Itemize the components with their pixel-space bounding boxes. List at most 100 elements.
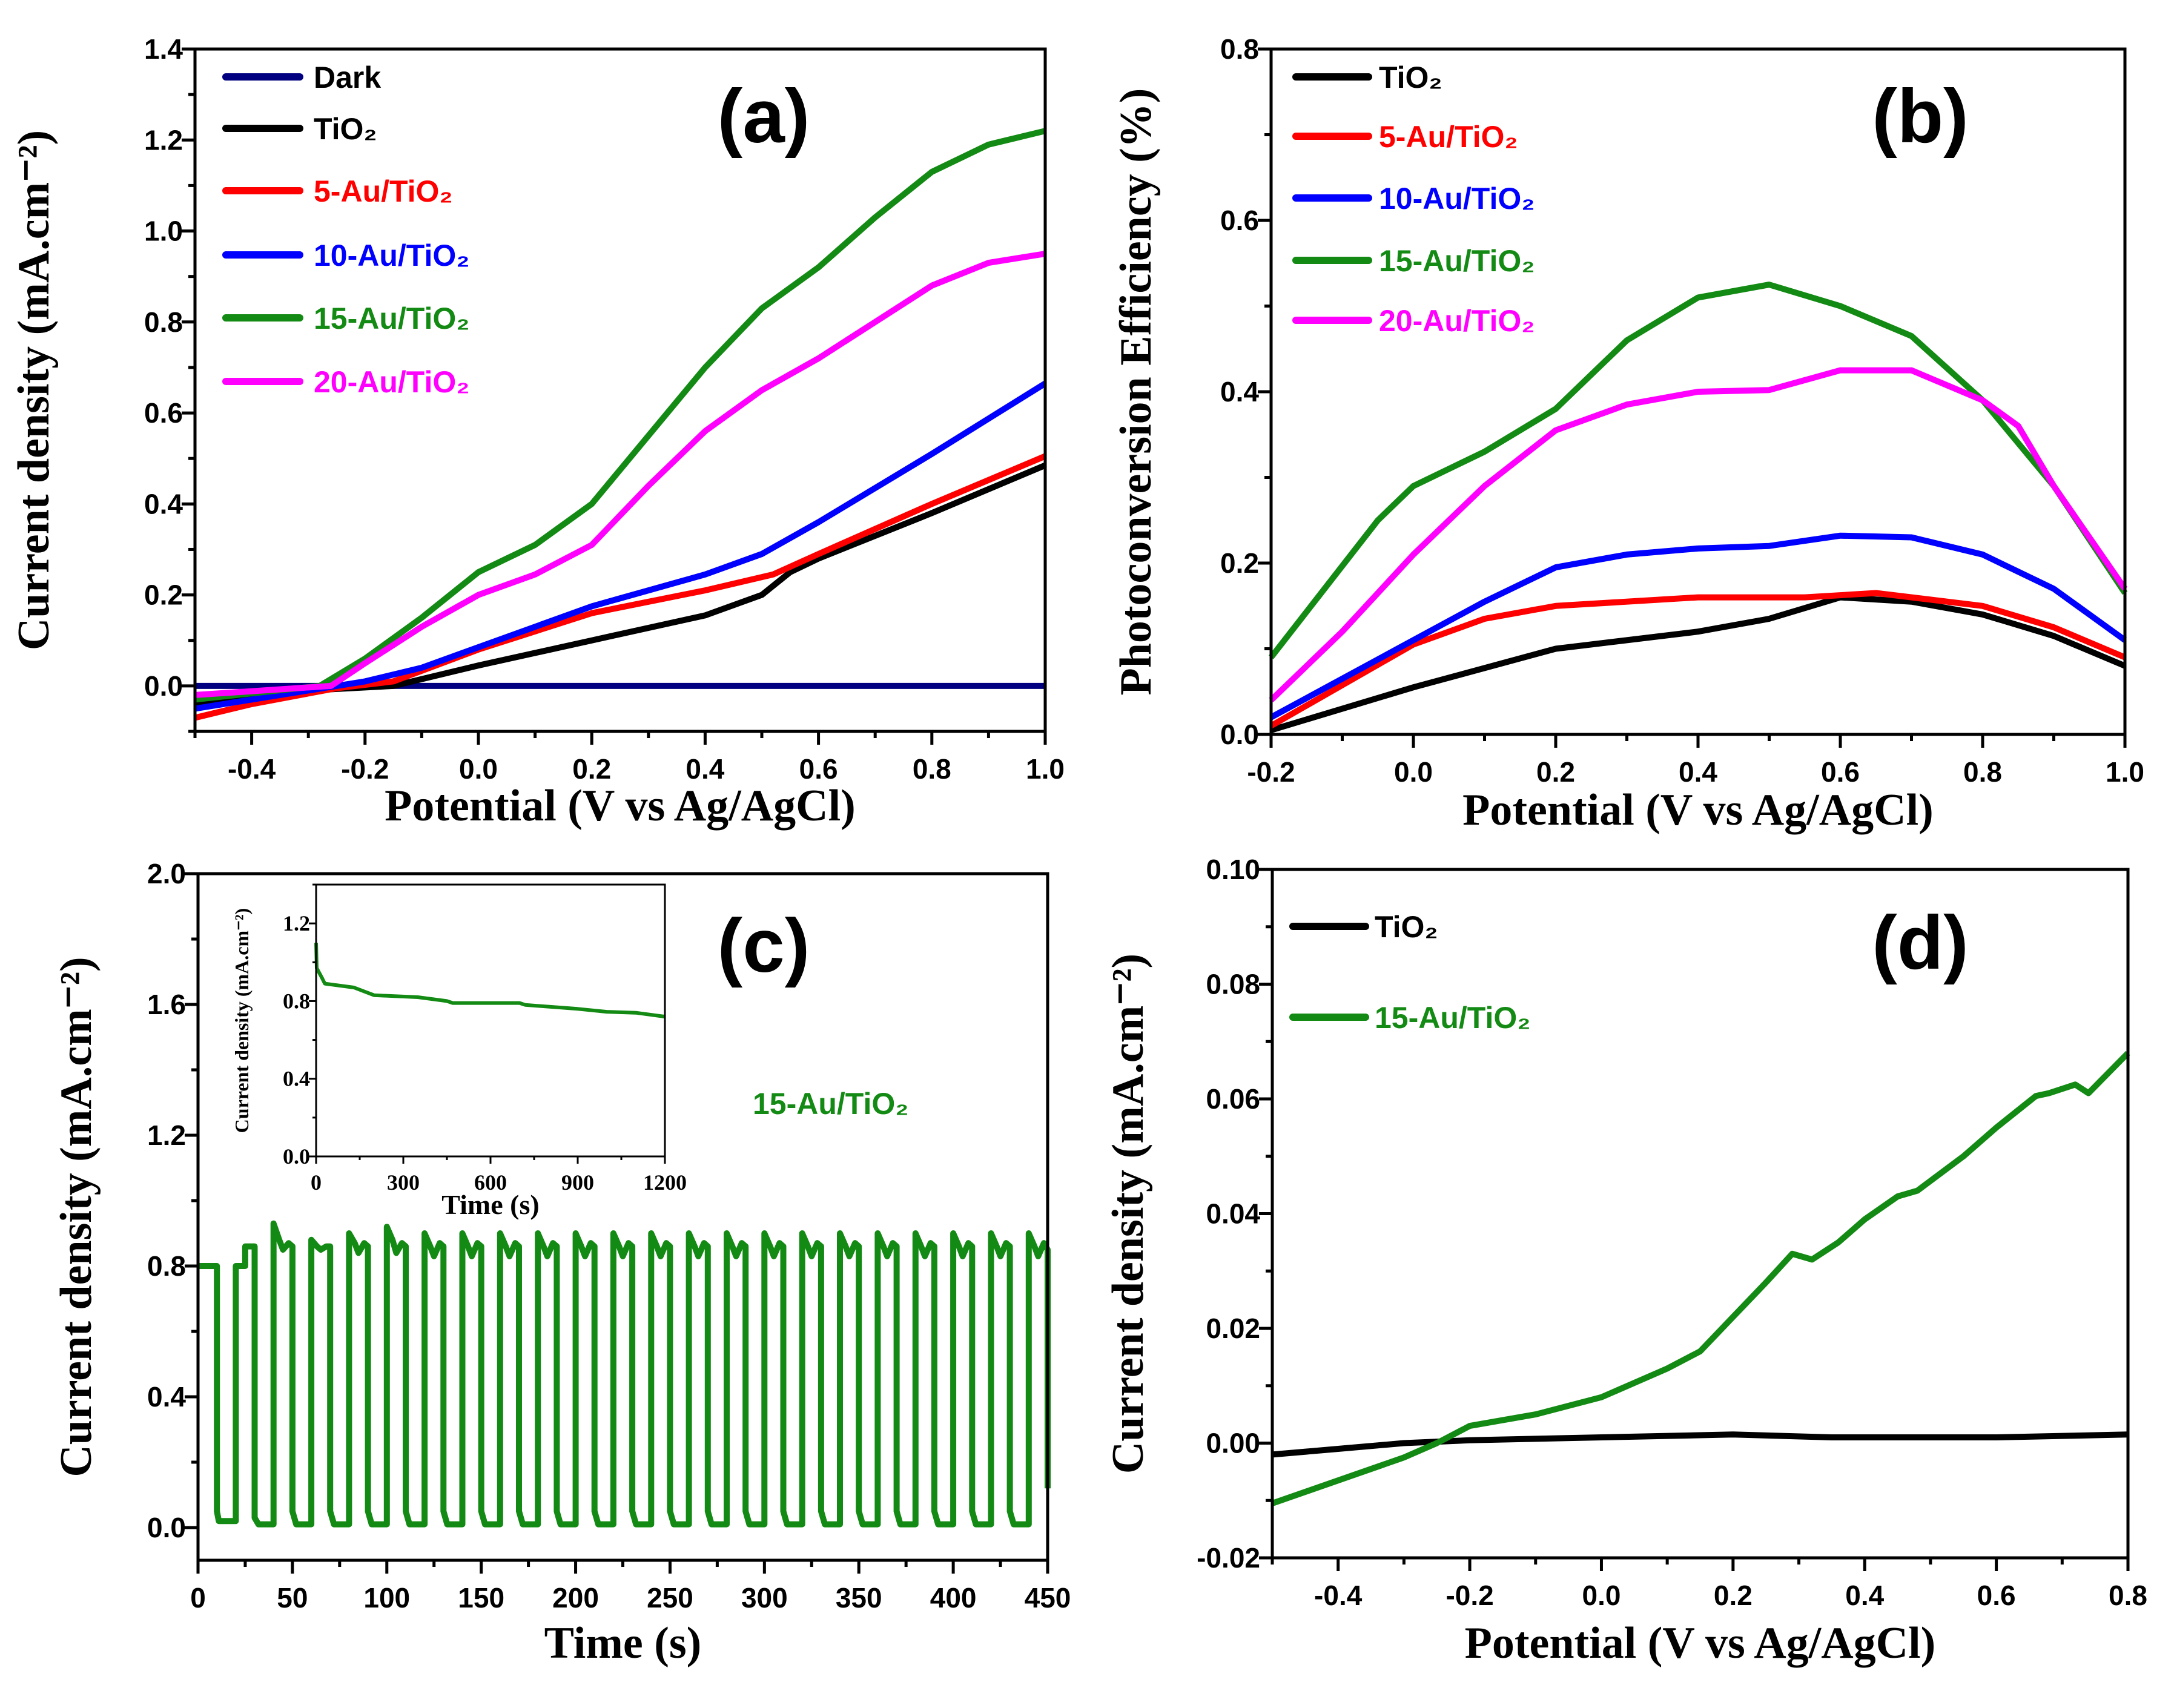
legend-item: 20-Au/TiO₂	[222, 365, 469, 399]
x-tick-label: 0.4	[686, 753, 724, 785]
x-tick-label: 150	[458, 1582, 504, 1614]
y-axis-title: Photoconversion Efficiency (%)	[1111, 88, 1161, 696]
y-tick-label: 1.2	[144, 124, 183, 156]
y-tick-label: 0.8	[147, 1250, 186, 1282]
legend-label: 15-Au/TiO₂	[314, 302, 469, 335]
legend-item: 15-Au/TiO₂	[1289, 1001, 1530, 1035]
x-tick-label: 0.6	[799, 753, 838, 785]
y-tick-label: 0.02	[1206, 1313, 1260, 1344]
panel-c: 0 50 100 150 200 250 300 350 400 450 0.0 0.4 0.8 1.2 1…	[51, 858, 1071, 1668]
y-tick-label: 0.0	[1220, 719, 1259, 750]
y-tick-label: 0.0	[283, 1144, 310, 1169]
series-line-20-au-tio-	[194, 251, 1046, 698]
x-axis-title: Potential (V vs Ag/AgCl)	[1462, 785, 1934, 835]
legend-item: TiO₂	[1289, 910, 1438, 944]
legend-label: 5-Au/TiO₂	[1379, 120, 1518, 154]
x-axis-title: Time (s)	[441, 1189, 539, 1220]
legend-item: TiO₂	[222, 112, 377, 146]
series-line-0	[198, 1220, 1051, 1528]
legend: TiO₂ 15-Au/TiO₂	[1289, 910, 1530, 1035]
legend-label: TiO₂	[1379, 61, 1442, 94]
x-tick-label: 0.6	[1821, 756, 1860, 788]
x-tick-label: 0	[311, 1170, 322, 1195]
y-tick-label: 1.6	[147, 989, 186, 1020]
legend-label: TiO₂	[314, 112, 377, 146]
legend-item: 20-Au/TiO₂	[1292, 304, 1535, 338]
panel-label: (a)	[718, 74, 810, 159]
x-tick-label: 200	[552, 1582, 599, 1614]
y-tick-label: 1.2	[283, 911, 310, 935]
y-tick-label: 0.00	[1206, 1428, 1260, 1459]
series-line-5-au-tio-	[1269, 590, 2126, 729]
x-tick-label: -0.4	[228, 753, 276, 785]
y-tick-label: 0.4	[1220, 376, 1259, 407]
series-line-15-au-tio-	[194, 128, 1046, 703]
legend-item: 5-Au/TiO₂	[1292, 120, 1518, 154]
y-tick-label: 0.10	[1206, 854, 1260, 885]
x-tick-label: 0.8	[1963, 756, 2002, 788]
y-tick-label: 0.4	[283, 1067, 310, 1091]
x-tick-label: 100	[363, 1582, 410, 1614]
legend-item: 10-Au/TiO₂	[1292, 182, 1535, 216]
y-tick-label: 0.6	[144, 397, 183, 429]
y-tick-label: 1.2	[147, 1119, 186, 1151]
x-tick-label: -0.2	[1247, 756, 1295, 788]
legend-item: Dark	[222, 61, 381, 94]
x-tick-label: 450	[1025, 1582, 1071, 1614]
x-axis-title: Potential (V vs Ag/AgCl)	[1465, 1618, 1936, 1668]
x-tick-label: 0.0	[1582, 1580, 1621, 1611]
legend-item: 5-Au/TiO₂	[222, 174, 453, 208]
legend-label: 15-Au/TiO₂	[1379, 244, 1535, 278]
legend-label: 15-Au/TiO₂	[1375, 1001, 1530, 1035]
y-tick-label: 0.4	[147, 1381, 186, 1413]
x-tick-label: 0.6	[1977, 1580, 2016, 1611]
legend-label: 5-Au/TiO₂	[314, 174, 453, 208]
series-line-0	[314, 943, 666, 1019]
y-tick-label: 1.0	[144, 216, 183, 247]
y-tick-label: 0.6	[1220, 205, 1259, 236]
panel-label: (c)	[718, 904, 810, 988]
x-tick-label: 600	[474, 1170, 507, 1195]
x-tick-label: 0.0	[1394, 756, 1433, 788]
y-tick-label: 0.0	[147, 1512, 186, 1543]
x-tick-label: 350	[836, 1582, 882, 1614]
legend-label: TiO₂	[1375, 910, 1438, 944]
panel-label: (d)	[1872, 901, 1969, 985]
y-tick-label: 0.08	[1206, 969, 1260, 1000]
x-tick-label: 1200	[643, 1170, 687, 1195]
y-tick-label: 0.8	[283, 989, 310, 1013]
x-tick-label: 0.4	[1679, 756, 1717, 788]
x-tick-label: 0	[190, 1582, 206, 1614]
inset-chart: 0 300 600 900 1200 0.0 0.4 0.8 1.2 Current densit…	[231, 883, 687, 1220]
legend-item: 15-Au/TiO₂	[222, 302, 469, 335]
y-tick-label: 0.4	[144, 488, 183, 519]
x-tick-label: -0.2	[1445, 1580, 1493, 1611]
x-tick-label: 0.2	[1536, 756, 1575, 788]
x-tick-label: 900	[561, 1170, 594, 1195]
series-line-10-au-tio-	[1269, 532, 2127, 720]
y-axis-title: Current density (mA.cm⁻²)	[9, 130, 59, 650]
y-tick-label: 2.0	[147, 858, 186, 889]
y-axis-title: Current density (mA.cm⁻²)	[51, 957, 101, 1477]
y-tick-label: 0.0	[144, 670, 183, 702]
y-axis-title: Current density (mA.cm⁻²)	[1103, 954, 1153, 1474]
x-tick-label: 0.2	[1714, 1580, 1753, 1611]
x-tick-label: 300	[741, 1582, 788, 1614]
panel-a: -0.4 -0.2 0.0 0.2 0.4 0.6 0.8 1.0 0.0 0.2 0.4 0.6 0.…	[9, 33, 1065, 831]
y-tick-label: 1.4	[144, 33, 183, 65]
legend-label: 20-Au/TiO₂	[314, 365, 469, 399]
x-axis-title: Time (s)	[544, 1618, 702, 1668]
x-tick-label: 0.8	[2109, 1580, 2147, 1611]
series-line-15-au-tio-	[1271, 1050, 2130, 1506]
x-tick-label: 300	[387, 1170, 420, 1195]
x-tick-label: 1.0	[1026, 753, 1065, 785]
legend-item: 10-Au/TiO₂	[222, 239, 469, 272]
x-axis-title: Potential (V vs Ag/AgCl)	[385, 781, 856, 831]
series-line-10-au-tio-	[194, 380, 1047, 712]
series-line-tio-	[1272, 1431, 2129, 1458]
y-tick-label: 0.2	[1220, 547, 1259, 579]
legend: Dark TiO₂ 5-Au/TiO₂ 10-Au/TiO₂ 15-Au/TiO₂ 20-…	[222, 61, 469, 399]
legend-item: TiO₂	[1292, 61, 1442, 94]
